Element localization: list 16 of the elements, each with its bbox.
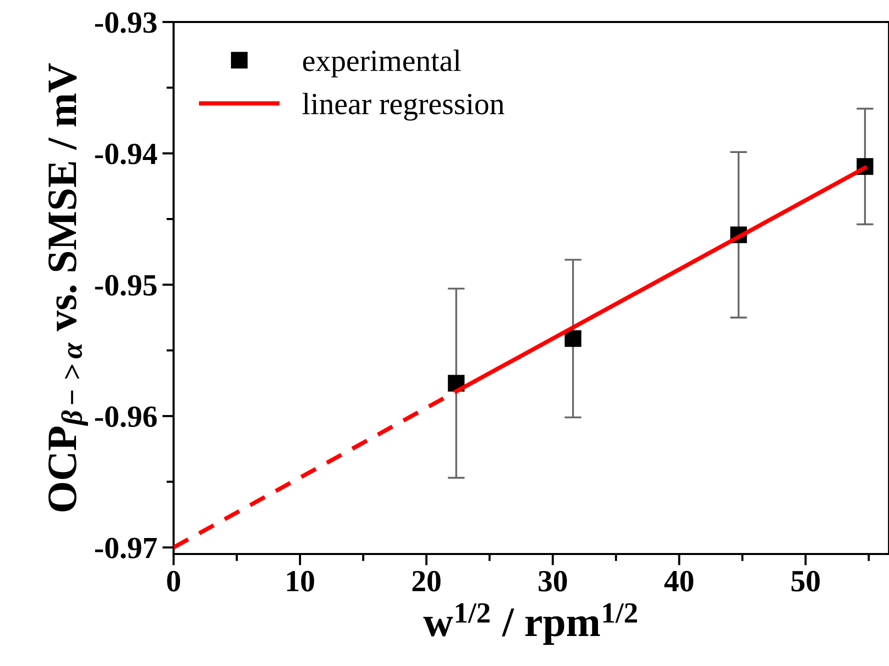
x-tick-label: 0 xyxy=(167,570,180,592)
x-tick-label: 50 xyxy=(792,570,820,592)
y-tick-label: -0.94 xyxy=(95,144,158,164)
y-tick-label: -0.97 xyxy=(95,538,157,558)
y-tick-label: -0.93 xyxy=(95,12,157,34)
x-tick-label: 10 xyxy=(287,570,314,592)
legend-label: linear regression xyxy=(302,92,504,121)
x-axis-title: w$^{1/2}$ / rpm$^{1/2}$ xyxy=(423,603,637,645)
point xyxy=(564,330,582,347)
legend-label: experimental xyxy=(303,50,461,78)
y-tick-label: -0.96 xyxy=(95,406,157,428)
x-tick-label: 20 xyxy=(412,570,441,592)
y-axis-title: OCP$_{β−>α}$ vs. SMSE / mV xyxy=(48,63,88,512)
x-tick-label: 30 xyxy=(538,570,567,592)
x-tick-label: 40 xyxy=(664,570,694,592)
y-tick-label: -0.95 xyxy=(95,275,157,296)
